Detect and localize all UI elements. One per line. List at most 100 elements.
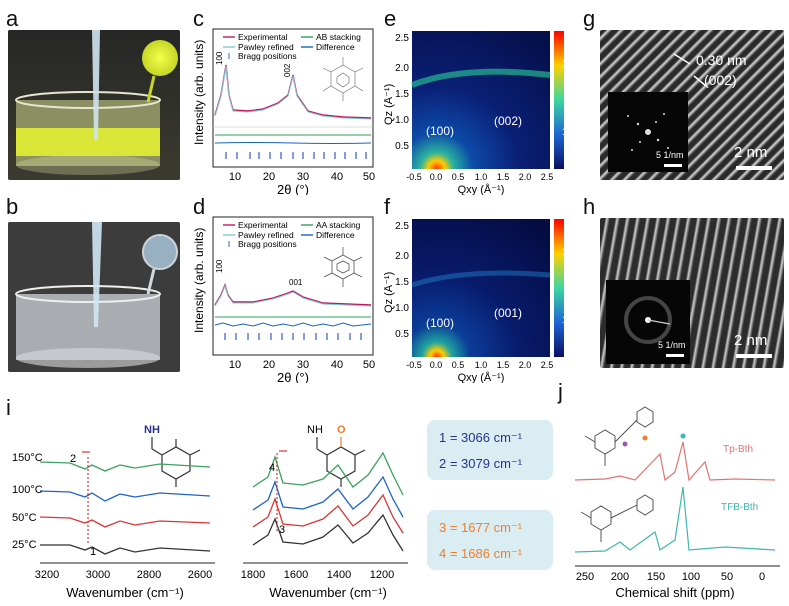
panel-label-c: c [193,6,204,31]
e-xtick-2: 0.5 [452,172,465,182]
panel-label-g: g [583,6,596,31]
e-heatmap [412,31,550,169]
i-right-25C [252,513,404,552]
c-bragg-ticks [225,152,367,159]
e-xlabel: Qxy (Å⁻¹) [458,183,505,195]
e-cbar-lo: 10¹ [562,127,577,138]
f-xtick-1: 0.0 [430,360,443,370]
d-xlabel: 2θ (°) [277,370,309,383]
f-ylabel: Qz (Å⁻¹) [384,272,395,313]
d-legend-exp: Experimental [238,220,288,230]
i-temp-50: 50°C [12,512,37,524]
i-left-25C [40,544,211,555]
h-scalebar [736,354,772,358]
chart-e-giwaxs: (100) (002) 10² 10¹ 0.5 1.0 1.5 2.0 2.5 … [384,31,577,195]
i-right-xtick-0: 1800 [241,569,265,581]
d-xtick-20: 20 [263,359,275,371]
f-xtick-3: 1.0 [475,360,488,370]
e-annot-100: (100) [426,124,454,138]
j-xtick-0: 250 [576,571,594,583]
e-ytick-4: 2.5 [395,33,409,44]
i-right-ketone-structure [316,437,366,487]
panel-label-a: a [6,6,19,31]
tem-image-g: 5 1/nm 0.30 nm (002) 2 nm [600,30,784,180]
chart-c-pxrd: Intensity (arb. units) 100 002 Experimen… [193,28,375,195]
j-tfb-structure [580,494,654,542]
d-bragg-ticks [224,333,362,340]
j-xtick-5: 0 [759,571,765,583]
panel-label-h: h [583,194,596,219]
f-xtick-4: 1.5 [497,360,510,370]
i-left-150C [39,461,211,472]
d-xtick-10: 10 [229,359,241,371]
e-xtick-1: 0.0 [430,172,443,182]
panel-label-b: b [6,194,19,219]
box-line-1: 1 = 3066 cm⁻¹ [439,430,523,445]
i-marker-2: 2 [70,453,76,465]
d-xtick-50: 50 [363,359,375,371]
e-ylabel: Qz (Å⁻¹) [384,84,395,125]
i-left-xtick-3: 2600 [188,569,212,581]
e-ytick-0: 0.5 [395,141,409,152]
f-cbar-hi: 10² [562,247,577,258]
wavenumber-box-1-2: 1 = 3066 cm⁻¹ 2 = 3079 cm⁻¹ [427,420,553,480]
box-line-4: 4 = 1686 cm⁻¹ [439,546,523,561]
i-marker-1: 1 [90,546,96,558]
f-ytick-2: 1.5 [395,277,409,288]
c-experimental-line [214,64,372,119]
d-diff-line [214,322,372,327]
h-inset-scale: 5 1/nm [658,340,686,350]
chart-f-giwaxs: (100) (001) 10² 10¹ 0.5 1.0 1.5 2.0 2.5 … [384,219,577,383]
chart-i-left-ftir: NH 2 1 150°C 100°C 50°C 25°C 3200 3000 2… [12,424,215,600]
c-ylabel: Intensity (arb. units) [193,40,206,145]
d-structure-inset [323,247,363,287]
g-inset-scale: 5 1/nm [656,150,684,160]
j-dot-orange-top [642,435,648,441]
panel-label-d: d [193,194,206,219]
f-colorbar [554,219,564,357]
i-left-xtick-1: 3000 [86,569,110,581]
chart-i-right-ftir: NH O 4 3 1800 1600 1400 1200 Wavenumber … [241,424,408,600]
c-frame [212,28,374,168]
c-xtick-20: 20 [263,171,275,183]
c-legend-exp: Experimental [238,32,288,42]
f-xtick-2: 0.5 [452,360,465,370]
i-left-xtick-2: 2800 [137,569,161,581]
d-legend-stack: AA stacking [316,220,361,230]
j-tfb-label: TFB-Bth [721,502,758,513]
c-legend-diff: Difference [316,42,355,52]
f-cbar-lo: 10¹ [562,315,577,326]
f-annot-001: (001) [494,306,522,320]
e-ring [410,68,551,88]
d-experimental-line [214,282,372,306]
photo-a-art [8,30,180,180]
f-ytick-1: 1.0 [395,303,409,314]
wavenumber-box-3-4: 3 = 1677 cm⁻¹ 4 = 1686 cm⁻¹ [427,510,553,570]
i-nh-label: NH [144,424,160,436]
i-left-xtick-0: 3200 [35,569,59,581]
e-cbar-hi: 10² [562,59,577,70]
c-diff-line [214,142,372,144]
d-legend-pawley: Pawley refined [238,230,294,240]
chart-j-nmr: Tp-Bth TFB-Bth 250 200 150 100 50 0 Chem… [574,406,780,600]
i-temp-100: 100°C [12,484,43,496]
j-dot-purple-top [622,441,628,447]
h-inset-saed: 5 1/nm [606,280,690,364]
d-ylabel: Intensity (arb. units) [193,228,206,333]
i-right-xtick-2: 1400 [327,569,351,581]
panel-label-i: i [6,395,11,420]
i-temp-25: 25°C [12,539,37,551]
c-legend-pawley: Pawley refined [238,42,294,52]
photo-a-yellow-film [8,30,180,180]
c-peak-100: 100 [215,51,224,65]
e-ytick-2: 1.5 [395,89,409,100]
tem-image-h: 5 1/nm 2 nm [600,218,784,368]
i-marker-3: 3 [279,524,285,536]
e-xtick-5: 2.0 [519,172,532,182]
i-temp-150: 150°C [12,452,43,464]
d-peak-100: 100 [215,259,224,273]
c-structure-inset [322,57,364,101]
i-right-xlabel: Wavenumber (cm⁻¹) [269,585,387,600]
i-marker-4: 4 [269,462,275,474]
e-ytick-1: 1.0 [395,115,409,126]
